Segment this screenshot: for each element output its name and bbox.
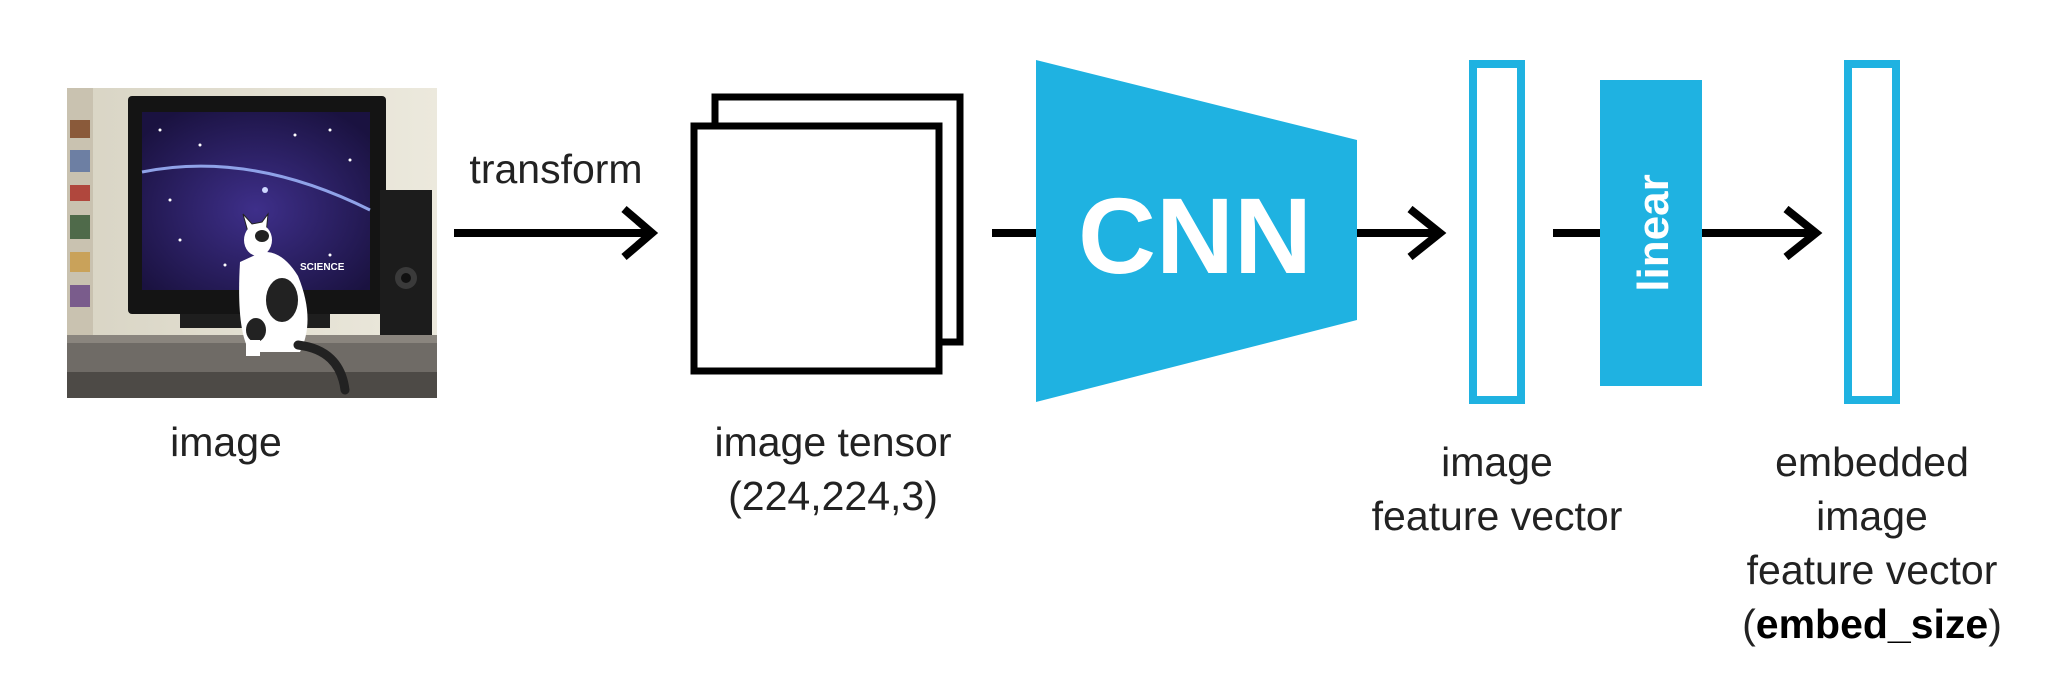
linear-block: linear [1600,80,1702,386]
feature-vector-label-line2: feature vector [1372,493,1623,539]
tv-logo-text: SCIENCE [300,262,345,273]
embedded-label-line4: (embed_size) [1742,601,2002,647]
embed-size-paren-open: ( [1742,601,1756,647]
embed-size-paren-close: ) [1988,601,2002,647]
feature-vector-label-line1: image [1441,439,1553,485]
image-tensor-shape-label: (224,224,3) [728,473,938,519]
embedded-label-line3: feature vector [1747,547,1998,593]
embed-size-label: embed_size [1756,601,1988,647]
embedded-feature-vector [1844,60,1900,404]
image-feature-vector [1469,60,1525,404]
linear-to-embedded-arrow [1702,205,1823,261]
cnn-to-feature-arrow [1357,205,1447,261]
input-image-photo: SCIENCE [67,88,437,398]
embedded-label-line1: embedded [1775,439,1969,485]
image-tensor-label: image tensor [714,419,951,465]
image-label: image [170,419,282,465]
embedded-label-line2: image [1816,493,1928,539]
transform-arrow [454,205,659,261]
image-tensor-stack [690,93,964,375]
cnn-block: CNN [1036,60,1357,402]
linear-label: linear [1629,174,1678,291]
cat-figure [239,212,350,395]
transform-label: transform [469,146,642,192]
cnn-label: CNN [1078,175,1312,296]
